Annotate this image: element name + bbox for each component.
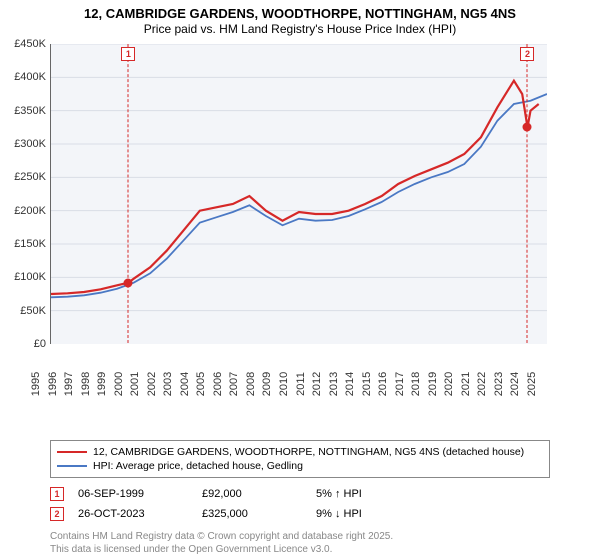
legend-item: HPI: Average price, detached house, Gedl… [57,459,543,473]
legend-label: HPI: Average price, detached house, Gedl… [93,460,303,472]
footnote-line-1: Contains HM Land Registry data © Crown c… [50,530,393,543]
x-tick-label: 2025 [526,372,566,396]
sales-table: 1 06-SEP-1999 £92,000 5% ↑ HPI 2 26-OCT-2023 £… [50,484,550,524]
sale-price: £325,000 [202,508,302,520]
y-tick-label: £400K [14,71,46,83]
legend: 12, CAMBRIDGE GARDENS, WOODTHORPE, NOTTI… [50,440,550,478]
sale-marker-box: 1 [121,47,135,61]
y-tick-label: £250K [14,171,46,183]
y-tick-label: £350K [14,105,46,117]
sale-point-marker [124,278,133,287]
legend-swatch [57,451,87,453]
footnote: Contains HM Land Registry data © Crown c… [50,530,393,556]
y-tick-label: £150K [14,238,46,250]
y-tick-label: £50K [20,305,46,317]
chart-area: £0 £50K £100K £150K £200K £250K £300K £350K £400… [6,44,546,404]
x-axis: 1995199619971998199920002001200220032004… [50,344,546,404]
sale-vertical-line [527,44,528,343]
sale-date: 26-OCT-2023 [78,508,188,520]
sale-row: 2 26-OCT-2023 £325,000 9% ↓ HPI [50,504,550,524]
y-axis: £0£50K£100K£150K£200K£250K£300K£350K£400… [6,44,46,344]
legend-label: 12, CAMBRIDGE GARDENS, WOODTHORPE, NOTTI… [93,446,524,458]
title-line-1: 12, CAMBRIDGE GARDENS, WOODTHORPE, NOTTI… [0,6,600,22]
sale-marker-box: 2 [520,47,534,61]
y-tick-label: £100K [14,271,46,283]
sale-row: 1 06-SEP-1999 £92,000 5% ↑ HPI [50,484,550,504]
sale-row-marker: 1 [50,487,64,501]
y-tick-label: £200K [14,205,46,217]
series-svg [51,44,547,344]
legend-swatch [57,465,87,467]
sale-pct: 9% ↓ HPI [316,508,426,520]
sale-date: 06-SEP-1999 [78,488,188,500]
y-tick-label: £0 [34,338,46,350]
footnote-line-2: This data is licensed under the Open Gov… [50,543,393,556]
sale-pct: 5% ↑ HPI [316,488,426,500]
legend-item: 12, CAMBRIDGE GARDENS, WOODTHORPE, NOTTI… [57,445,543,459]
plot-region: 12 [50,44,546,344]
sale-row-marker: 2 [50,507,64,521]
sale-point-marker [523,123,532,132]
y-tick-label: £450K [14,38,46,50]
sale-price: £92,000 [202,488,302,500]
title-line-2: Price paid vs. HM Land Registry's House … [0,22,600,37]
y-tick-label: £300K [14,138,46,150]
chart-title: 12, CAMBRIDGE GARDENS, WOODTHORPE, NOTTI… [0,0,600,37]
sale-vertical-line [128,44,129,343]
